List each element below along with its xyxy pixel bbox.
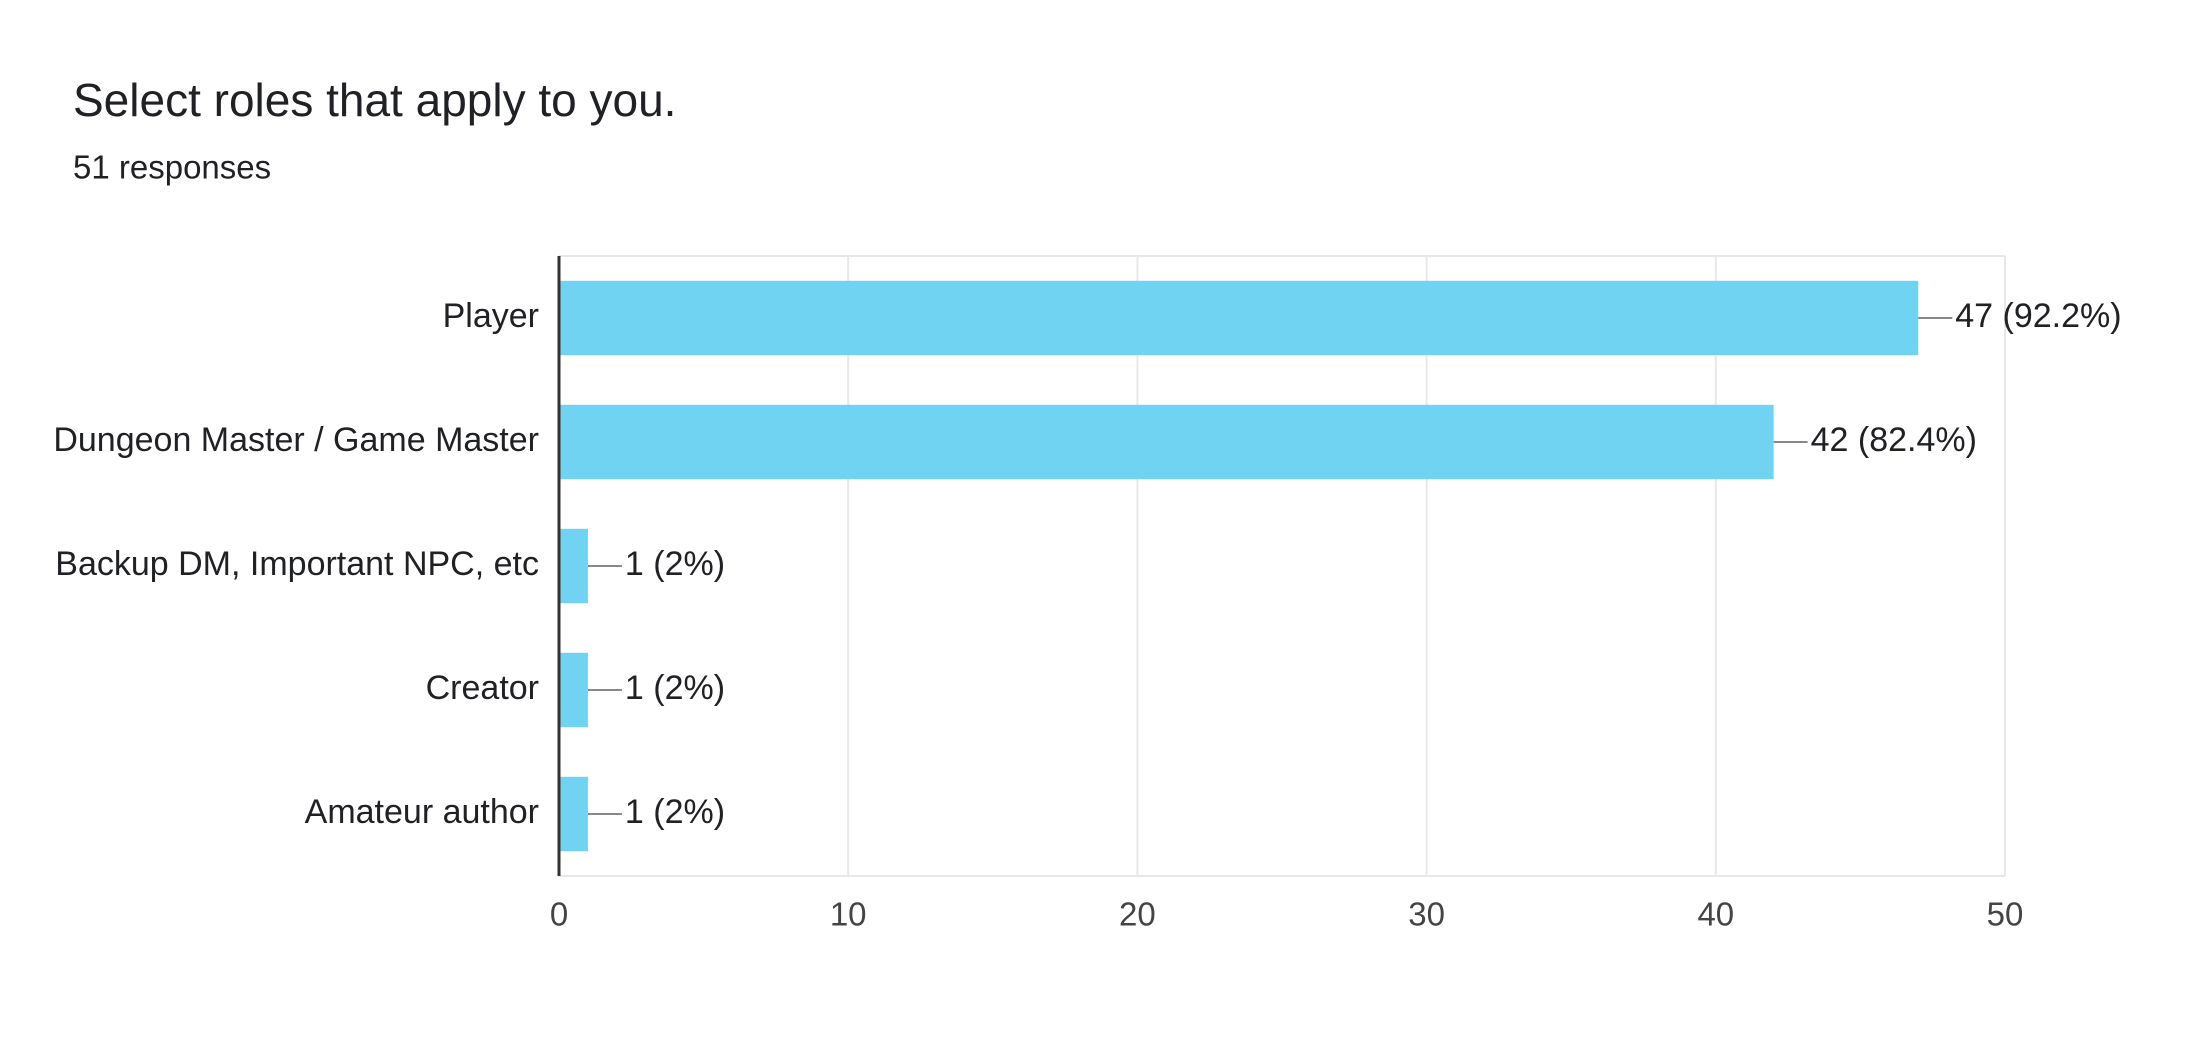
bar (559, 280, 1919, 356)
bar (559, 776, 588, 852)
x-tick-label: 20 (1119, 896, 1156, 933)
value-label: 1 (2%) (625, 793, 725, 831)
value-label: 47 (92.2%) (1955, 297, 2121, 335)
x-tick-label: 50 (1987, 896, 2024, 933)
y-tick-label: Creator (426, 669, 539, 707)
value-label: 1 (2%) (625, 669, 725, 707)
y-tick-label: Backup DM, Important NPC, etc (55, 545, 539, 583)
x-tick-label: 30 (1408, 896, 1445, 933)
bar (559, 528, 588, 604)
value-label: 1 (2%) (625, 545, 725, 583)
x-tick-label: 10 (830, 896, 867, 933)
chart-subtitle: 51 responses (73, 149, 271, 186)
bar (559, 652, 588, 728)
chart-title: Select roles that apply to you. (73, 74, 676, 126)
y-tick-label: Dungeon Master / Game Master (53, 421, 539, 459)
y-tick-label: Player (443, 297, 539, 335)
x-tick-label: 0 (550, 896, 568, 933)
value-label: 42 (82.4%) (1811, 421, 1977, 459)
y-tick-label: Amateur author (305, 793, 539, 831)
x-tick-label: 40 (1697, 896, 1734, 933)
bar (559, 404, 1774, 480)
